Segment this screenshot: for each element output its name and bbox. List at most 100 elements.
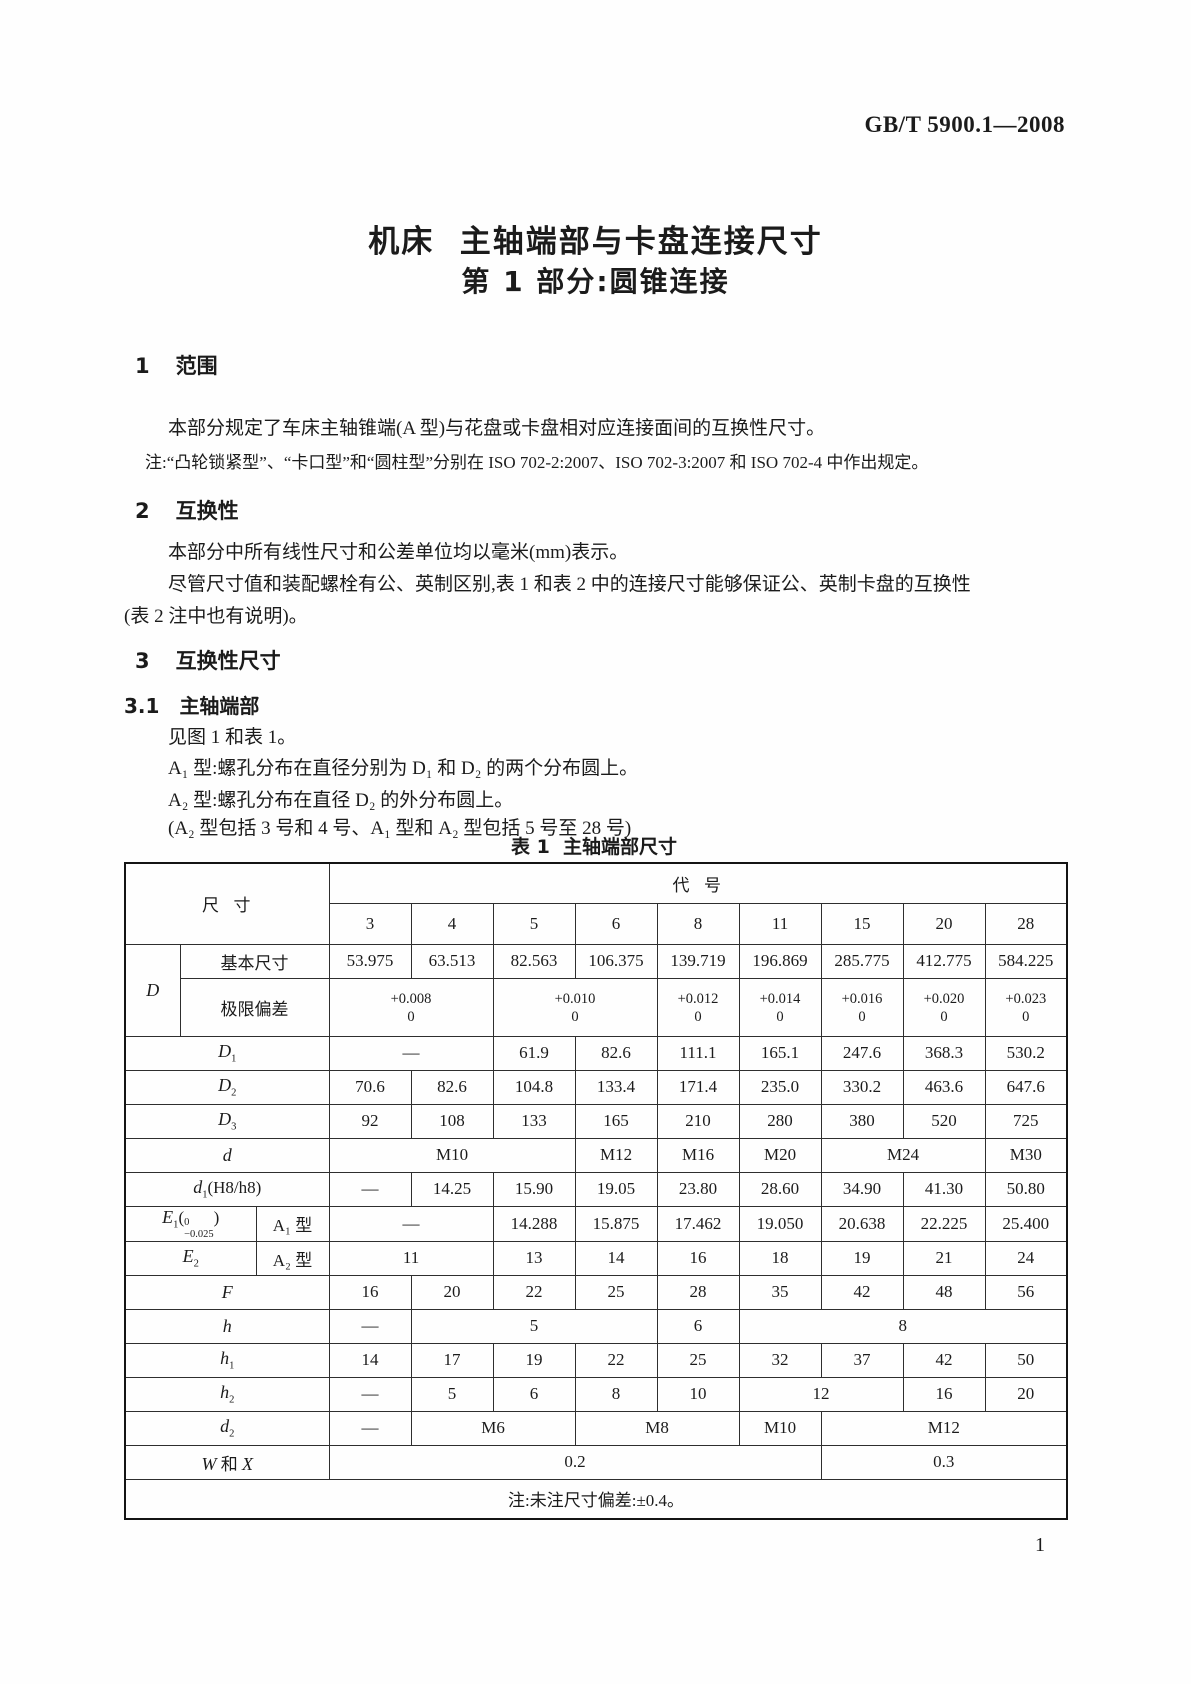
section-3-title: 互换性尺寸 (175, 649, 281, 673)
table-cell: 171.4 (656, 1069, 740, 1105)
row-D-deviation: 极限偏差 +0.008 0 +0.010 0 +0.012 0 +0.014 0 +0.… (125, 977, 1068, 1037)
row-h1: h1 14 17 19 22 25 32 37 42 50 (124, 1342, 1068, 1378)
table-cell: 6 (492, 1376, 576, 1412)
table-cell: — (328, 1376, 412, 1412)
section-1-paragraph: 本部分规定了车床主轴锥端(A 型)与花盘或卡盘相对应连接面间的互换性尺寸。 (168, 418, 826, 439)
label-D3: D3 (124, 1103, 330, 1139)
table-cell: 235.0 (738, 1069, 822, 1105)
table-cell: 647.6 (984, 1069, 1068, 1105)
row-d1: d1(H8/h8) — 14.25 15.90 19.05 23.80 28.6… (124, 1171, 1068, 1207)
table-cell: 463.6 (902, 1069, 986, 1105)
label-D2: D2 (124, 1069, 330, 1105)
table-cell: M30 (984, 1137, 1068, 1173)
row-d2: d2 — M6 M8 M10 M12 (124, 1410, 1068, 1446)
section-3-1-line-3: A₂ 型:螺孔分布在直径 D₂ 的外分布圆上。 (168, 790, 514, 811)
table-cell: +0.008 0 (328, 977, 494, 1037)
header-cell-dimension: 尺 寸 (124, 862, 330, 945)
table-cell: 0.2 (328, 1444, 822, 1480)
table-cell: — (328, 1410, 412, 1446)
section-2-paragraph-1: 本部分中所有线性尺寸和公差单位均以毫米(mm)表示。 (168, 542, 629, 563)
section-2-paragraph-2b: (表 2 注中也有说明)。 (124, 606, 308, 627)
table-note: 注:未注尺寸偏差:±0.4。 (124, 1478, 1068, 1520)
section-1-note: 注:“凸轮锁紧型”、“卡口型”和“圆柱型”分别在 ISO 702-2:2007、… (145, 453, 929, 472)
table-cell: — (328, 1308, 412, 1344)
table-cell: 32 (738, 1342, 822, 1378)
section-3-1-heading: 3.1 主轴端部 (124, 690, 259, 719)
table-cell: 165.1 (738, 1035, 822, 1071)
row-E1: E1(0 −0.025) A₁ 型 — 14.288 15.875 17.462 … (124, 1205, 1068, 1242)
table-cell: M12 (820, 1410, 1068, 1446)
label-D: D (124, 943, 181, 1037)
table-cell: M24 (820, 1137, 986, 1173)
table-cell: 92 (328, 1103, 412, 1139)
table-cell: 725 (984, 1103, 1068, 1139)
table-cell: 17 (410, 1342, 494, 1378)
label-E2-type: A₂ 型 (255, 1240, 330, 1276)
table-cell: 82.6 (410, 1069, 494, 1105)
table-cell: 22 (574, 1342, 658, 1378)
table-cell: 380 (820, 1103, 904, 1139)
table-cell: 48 (902, 1274, 986, 1310)
section-1-title: 范围 (175, 354, 218, 378)
table-cell: 8 (738, 1308, 1068, 1344)
table-cell: 196.869 (738, 943, 822, 979)
table-cell: 15.875 (574, 1205, 658, 1242)
row-F: F 16 20 22 25 28 35 42 48 56 (124, 1274, 1068, 1310)
header-cell-code-8: 8 (656, 902, 740, 945)
table-cell: 10 (656, 1376, 740, 1412)
label-D-basic: 基本尺寸 (179, 943, 330, 979)
header-cell-code-15: 15 (820, 902, 904, 945)
table-cell: 6 (656, 1308, 740, 1344)
table-cell: 28.60 (738, 1171, 822, 1207)
table-cell: 56 (984, 1274, 1068, 1310)
header-row-1: 尺 寸 代 号 (124, 862, 1068, 945)
section-2-number: 2 (135, 499, 150, 523)
section-1-number: 1 (135, 354, 150, 378)
header-cell-code-28: 28 (984, 902, 1068, 945)
table-cell: 37 (820, 1342, 904, 1378)
label-E2: E2 (124, 1240, 257, 1276)
table-cell: 22 (492, 1274, 576, 1310)
label-D1: D1 (124, 1035, 330, 1071)
table-cell: +0.016 0 (820, 977, 904, 1037)
table-cell: 5 (410, 1308, 658, 1344)
table-cell: 19 (820, 1240, 904, 1276)
table-cell: 584.225 (984, 943, 1068, 979)
table-cell: 19.050 (738, 1205, 822, 1242)
table-caption: 表 1 主轴端部尺寸 (510, 836, 678, 858)
table-cell: 106.375 (574, 943, 658, 979)
table-cell: 412.775 (902, 943, 986, 979)
table-cell: 8 (574, 1376, 658, 1412)
table-cell: 14 (328, 1342, 412, 1378)
table-cell: 368.3 (902, 1035, 986, 1071)
table-cell: 18 (738, 1240, 822, 1276)
row-D-basic: D 基本尺寸 53.975 63.513 82.563 106.375 139.… (124, 943, 1068, 1037)
header-cell-code-5: 5 (492, 902, 576, 945)
table-cell: M10 (328, 1137, 576, 1173)
table-cell: 14 (574, 1240, 658, 1276)
table-cell: M16 (656, 1137, 740, 1173)
table-cell: +0.012 0 (656, 977, 740, 1037)
section-3-1-line-4: (A₂ 型包括 3 号和 4 号、A₁ 型和 A₂ 型包括 5 号至 28 号) (168, 818, 632, 839)
label-d: d (124, 1137, 330, 1173)
table-cell: 15.90 (492, 1171, 576, 1207)
table-cell: 20.638 (820, 1205, 904, 1242)
row-table-note: 注:未注尺寸偏差:±0.4。 (124, 1478, 1068, 1520)
table-cell: 104.8 (492, 1069, 576, 1105)
header-cell-code-11: 11 (738, 902, 822, 945)
label-d2: d2 (124, 1410, 330, 1446)
table-cell: 16 (902, 1376, 986, 1412)
header-cell-code-3: 3 (328, 902, 412, 945)
page-title-line2: 第 1 部分:圆锥连接 (461, 265, 730, 298)
section-2-paragraph-2a: 尽管尺寸值和装配螺栓有公、英制区别,表 1 和表 2 中的连接尺寸能够保证公、英… (168, 574, 971, 595)
table-cell: M6 (410, 1410, 576, 1446)
section-2-heading: 2 互换性 (135, 495, 239, 525)
table-cell: 5 (410, 1376, 494, 1412)
table-cell: 53.975 (328, 943, 412, 979)
label-d1: d1(H8/h8) (124, 1171, 330, 1207)
label-F: F (124, 1274, 330, 1310)
row-WX: W 和 X 0.2 0.3 (124, 1444, 1068, 1480)
table-cell: 70.6 (328, 1069, 412, 1105)
table-cell: 20 (984, 1376, 1068, 1412)
